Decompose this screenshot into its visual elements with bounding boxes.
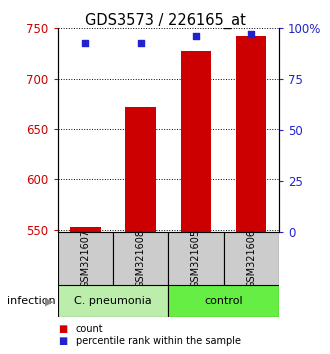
Bar bbox=[223, 232, 279, 285]
Bar bbox=[181, 51, 211, 232]
Point bbox=[248, 32, 254, 37]
Text: ▶: ▶ bbox=[45, 296, 54, 306]
Bar bbox=[168, 285, 279, 317]
Text: count: count bbox=[76, 324, 104, 333]
Bar bbox=[113, 232, 168, 285]
Text: GSM321607: GSM321607 bbox=[81, 229, 90, 288]
Point bbox=[138, 40, 143, 45]
Bar bbox=[125, 107, 156, 232]
Bar bbox=[236, 36, 266, 232]
Text: infection: infection bbox=[7, 296, 55, 306]
Text: GSM321605: GSM321605 bbox=[191, 229, 201, 288]
Text: GSM321608: GSM321608 bbox=[136, 229, 146, 288]
Text: ■: ■ bbox=[58, 336, 67, 346]
Bar bbox=[58, 232, 113, 285]
Point bbox=[83, 40, 88, 45]
Text: control: control bbox=[204, 296, 243, 306]
Text: percentile rank within the sample: percentile rank within the sample bbox=[76, 336, 241, 346]
Text: ■: ■ bbox=[58, 324, 67, 333]
Text: C. pneumonia: C. pneumonia bbox=[74, 296, 152, 306]
Text: GSM321606: GSM321606 bbox=[246, 229, 256, 288]
Bar bbox=[58, 285, 168, 317]
Bar bbox=[168, 232, 224, 285]
Bar bbox=[70, 227, 101, 232]
Text: GDS3573 / 226165_at: GDS3573 / 226165_at bbox=[84, 12, 246, 29]
Point bbox=[193, 34, 199, 39]
